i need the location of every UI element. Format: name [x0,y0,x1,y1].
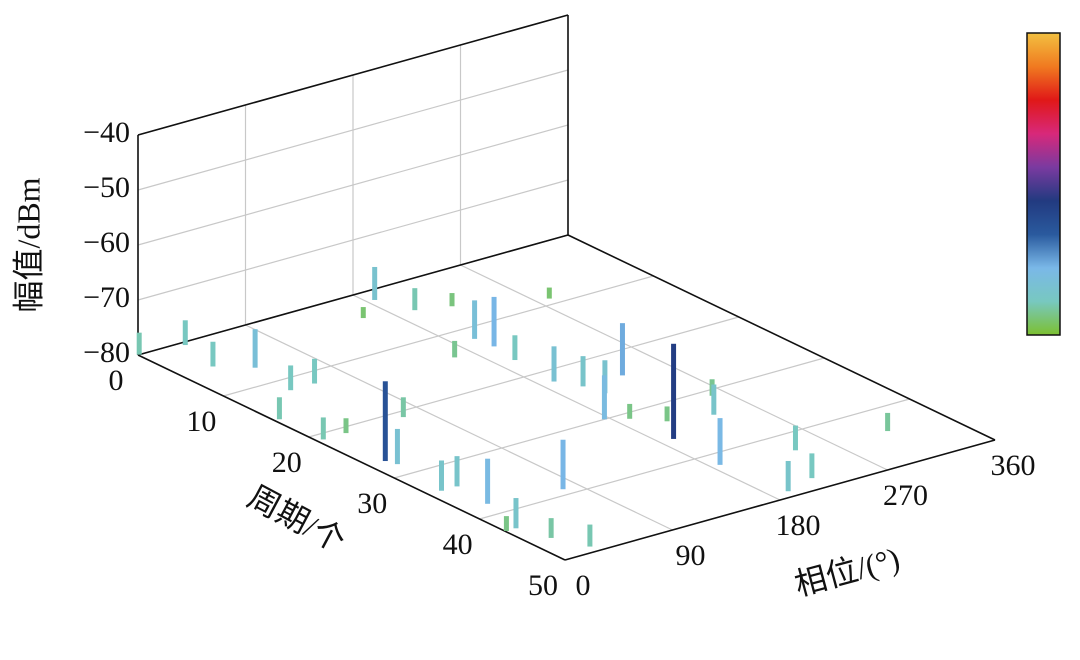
bar [252,329,258,368]
colorbar [1026,32,1061,336]
bar [320,417,326,440]
bar [382,381,388,462]
bar [288,365,294,391]
frame [137,14,996,561]
z-tick-label: −70 [83,281,130,314]
bar [711,384,717,415]
axis-line [137,14,569,136]
axis-line [567,234,996,441]
bar [372,266,378,300]
z-tick-label: −80 [83,336,130,369]
grid-line [308,316,739,438]
bar [343,418,349,434]
bar [400,397,406,418]
axis-line [564,439,996,561]
bar [546,287,552,299]
x-tick-label: 0 [576,569,591,602]
bar [210,341,216,367]
bars [136,266,891,547]
bar [182,320,188,346]
y-tick-label: 10 [186,405,216,438]
grid [137,14,996,561]
bar [601,375,607,420]
bar [412,288,418,311]
bar [512,335,518,361]
bar [276,397,282,420]
bar [619,323,625,376]
x-axis-title: 相位/(°) [791,540,904,602]
bar [560,439,566,490]
axis-line [137,354,566,561]
y-tick-label: 20 [272,446,302,479]
bar [587,524,593,547]
grid-line [223,275,654,397]
bar [360,307,366,319]
y-tick-label: 50 [528,569,558,602]
bar [503,516,509,531]
bar [449,293,455,307]
bar [452,340,458,358]
bar [785,460,791,492]
grid-line [245,324,673,531]
bar [485,458,491,504]
bar [627,403,633,419]
labels: −80 −70 −60 −50 −40 0 90 180 270 360 0 10 20 30 40 50 [83,116,1035,602]
x-tick-label: 180 [776,509,821,542]
bar [548,518,554,538]
x-tick-label: 360 [991,449,1036,482]
bar [513,498,519,529]
y-axis-title: 周期/个 [242,478,352,559]
bar [491,296,497,347]
bar [551,346,557,382]
bar [885,412,891,432]
grid-line [352,294,781,501]
x-tick-label: 90 [676,539,706,572]
bar [394,428,400,465]
bar [312,358,318,384]
x-tick-label: 270 [883,479,928,512]
bar [671,343,677,439]
grid-line [394,357,825,479]
z-tick-label: −40 [83,116,130,149]
bar [438,460,444,491]
bar [472,300,478,339]
z-tick-label: −50 [83,171,130,204]
bar [454,456,460,487]
bar [717,418,723,465]
y-tick-label: 40 [443,528,473,561]
axis-line [137,234,569,356]
bar [136,332,142,355]
z-tick-label: −60 [83,226,130,259]
z-axis-title: 幅值/dBm [10,177,46,312]
grid-line [479,398,910,520]
y-tick-label: 30 [357,487,387,520]
bar [809,453,815,479]
bar [580,356,586,387]
bar [792,425,798,451]
bar [664,406,670,422]
y-tick-label: 0 [109,364,124,397]
